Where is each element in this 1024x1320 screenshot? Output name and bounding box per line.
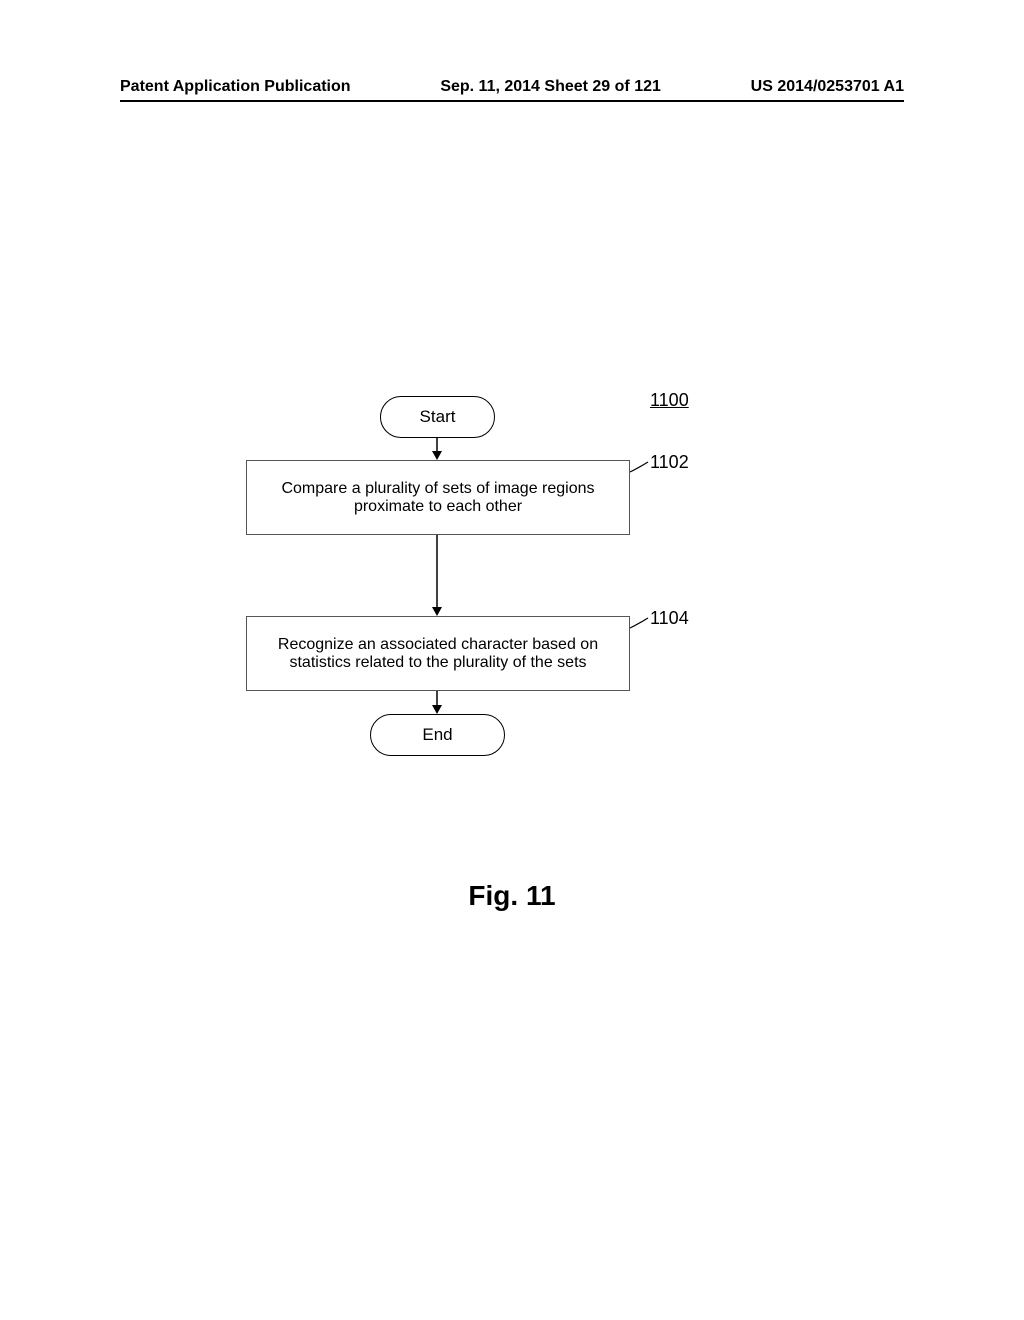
- end-label: End: [422, 725, 452, 745]
- edge-start-step1: [437, 438, 438, 460]
- edge-step1-step2: [437, 535, 438, 616]
- step2-node: Recognize an associated character based …: [246, 616, 630, 691]
- ref-1104: 1104: [650, 608, 689, 629]
- start-label: Start: [420, 407, 456, 427]
- step1-label: Compare a plurality of sets of image reg…: [263, 480, 613, 516]
- step2-label: Recognize an associated character based …: [263, 636, 613, 672]
- edge-step2-end: [437, 691, 438, 714]
- step1-node: Compare a plurality of sets of image reg…: [246, 460, 630, 535]
- start-node: Start: [380, 396, 495, 438]
- end-node: End: [370, 714, 505, 756]
- ref-1100: 1100: [650, 390, 689, 411]
- leader-1104: [630, 618, 650, 638]
- figure-label: Fig. 11: [468, 880, 555, 912]
- leader-1102: [630, 462, 650, 482]
- flowchart-canvas: 1100 Start Compare a plurality of sets o…: [0, 0, 1024, 1320]
- ref-1102: 1102: [650, 452, 689, 473]
